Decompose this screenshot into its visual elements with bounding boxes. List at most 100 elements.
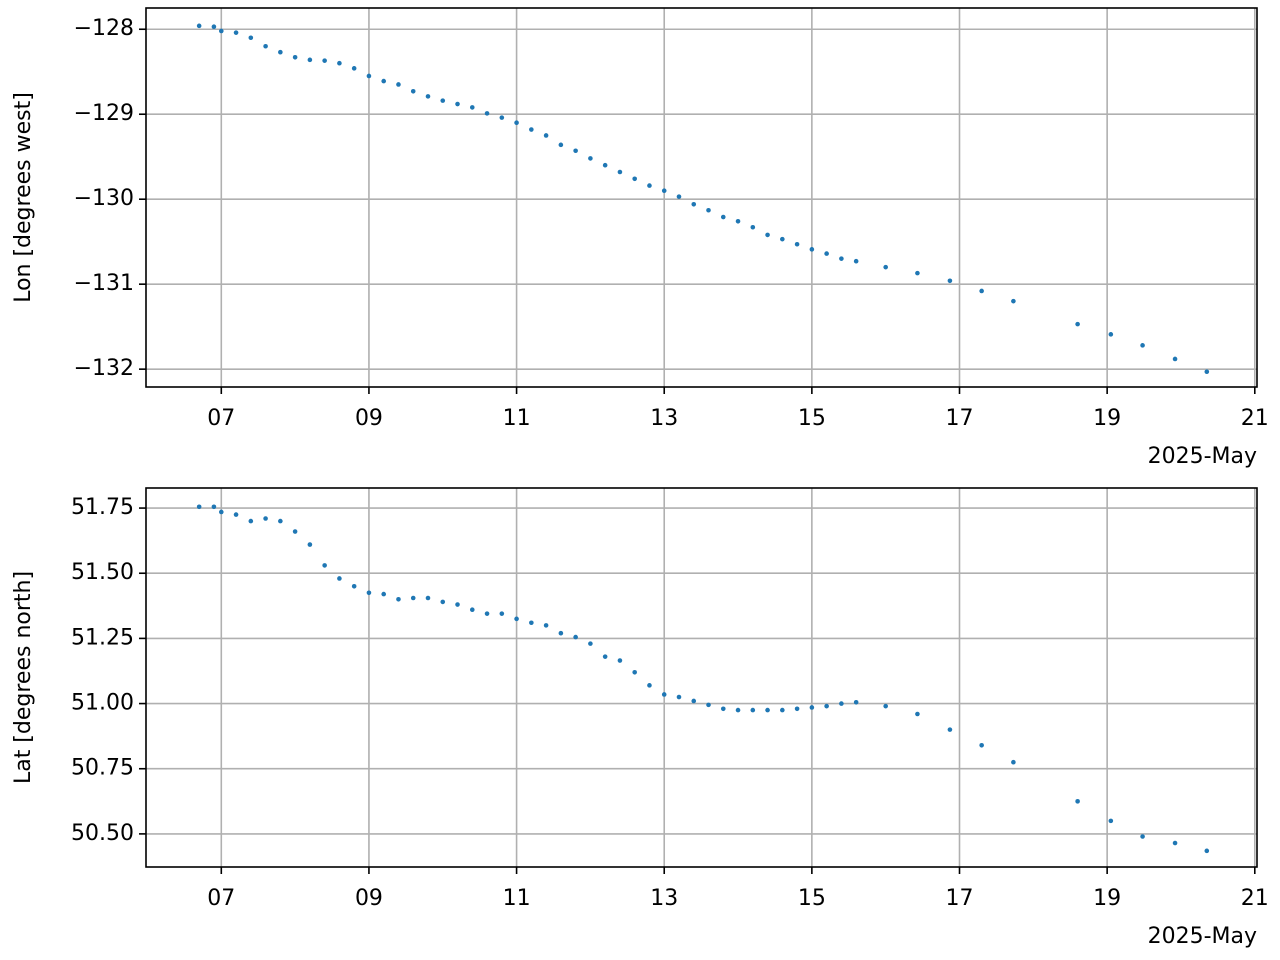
data-point xyxy=(1108,818,1114,824)
data-point xyxy=(915,270,920,276)
data-point xyxy=(979,288,984,294)
data-point xyxy=(322,563,327,568)
data-point xyxy=(396,82,401,87)
data-point xyxy=(514,616,519,622)
data-point xyxy=(588,641,593,646)
data-point xyxy=(661,188,667,194)
data-point xyxy=(218,28,224,34)
data-point xyxy=(573,148,578,154)
data-point xyxy=(824,251,829,256)
plot-frame xyxy=(145,487,1258,868)
data-point xyxy=(780,236,785,242)
data-point xyxy=(839,256,844,261)
data-point xyxy=(337,576,342,581)
x-tick-label: 17 xyxy=(946,406,974,431)
data-point xyxy=(248,518,254,524)
data-point xyxy=(558,142,564,148)
data-point xyxy=(853,258,859,264)
data-point xyxy=(573,634,578,640)
data-point xyxy=(307,542,313,547)
data-point xyxy=(196,23,202,29)
y-tick-label: −131 xyxy=(74,271,134,296)
data-point xyxy=(883,264,888,270)
data-point xyxy=(484,611,490,616)
y-axis-label: Lat [degrees north] xyxy=(11,571,36,784)
data-point xyxy=(809,247,815,252)
y-tick-label: 51.25 xyxy=(71,625,134,650)
data-point xyxy=(647,183,652,188)
x-offset-label: 2025-May xyxy=(1148,444,1257,469)
y-tick-label: 50.50 xyxy=(71,821,134,846)
x-tick-label: 07 xyxy=(207,886,235,911)
y-axis-label: Lon [degrees west] xyxy=(11,92,36,303)
data-point xyxy=(278,518,283,524)
data-point xyxy=(617,658,623,663)
data-point xyxy=(233,512,239,517)
data-point xyxy=(351,66,357,71)
data-point xyxy=(839,701,844,706)
plot-frame xyxy=(145,7,1258,388)
data-point xyxy=(691,698,697,704)
data-point xyxy=(632,176,637,182)
data-point xyxy=(1204,369,1210,375)
data-point xyxy=(1140,834,1145,839)
data-point xyxy=(750,224,756,230)
data-point xyxy=(196,504,202,510)
data-point xyxy=(322,58,327,63)
data-point xyxy=(440,98,446,103)
data-point xyxy=(602,162,608,168)
data-point xyxy=(853,699,859,705)
data-point xyxy=(499,115,505,120)
y-tick-label: −129 xyxy=(74,101,134,126)
data-point xyxy=(292,529,298,534)
data-point xyxy=(979,742,984,748)
x-tick-label: 17 xyxy=(946,886,974,911)
y-tick-label: 51.75 xyxy=(71,495,134,520)
data-point xyxy=(381,78,387,84)
y-tick-label: −132 xyxy=(74,356,134,381)
data-point xyxy=(1140,343,1145,348)
data-point xyxy=(947,278,953,284)
data-point xyxy=(410,88,416,94)
data-point xyxy=(706,702,711,708)
data-point xyxy=(211,24,217,29)
data-point xyxy=(425,94,431,99)
data-point xyxy=(735,218,741,224)
y-tick-label: −128 xyxy=(74,16,134,41)
data-point xyxy=(529,620,534,626)
data-point xyxy=(706,207,711,213)
data-point xyxy=(720,214,726,220)
data-point xyxy=(676,694,682,700)
x-tick-label: 21 xyxy=(1241,886,1269,911)
data-point xyxy=(915,711,920,717)
x-tick-label: 07 xyxy=(207,406,235,431)
data-point xyxy=(278,49,283,55)
data-point xyxy=(307,57,313,63)
data-point xyxy=(366,590,372,596)
data-point xyxy=(765,232,770,238)
data-point xyxy=(765,707,770,713)
x-offset-label: 2025-May xyxy=(1148,924,1257,949)
data-point xyxy=(780,707,785,713)
y-tick-label: 50.75 xyxy=(71,756,134,781)
data-point xyxy=(263,43,268,49)
data-point xyxy=(514,120,519,126)
x-tick-label: 11 xyxy=(503,886,531,911)
x-tick-label: 15 xyxy=(798,886,826,911)
data-point xyxy=(883,703,888,709)
data-point xyxy=(233,30,239,35)
data-point xyxy=(558,630,564,636)
data-point xyxy=(824,703,829,709)
x-tick-label: 21 xyxy=(1241,406,1269,431)
data-point xyxy=(469,105,475,110)
data-point xyxy=(809,705,815,710)
y-tick-label: 51.00 xyxy=(71,691,134,716)
data-point xyxy=(1011,759,1016,765)
data-point xyxy=(1172,356,1178,362)
data-point xyxy=(647,683,652,688)
data-point xyxy=(661,692,667,697)
data-point xyxy=(691,201,697,207)
data-point xyxy=(469,607,475,613)
data-point xyxy=(292,54,298,60)
